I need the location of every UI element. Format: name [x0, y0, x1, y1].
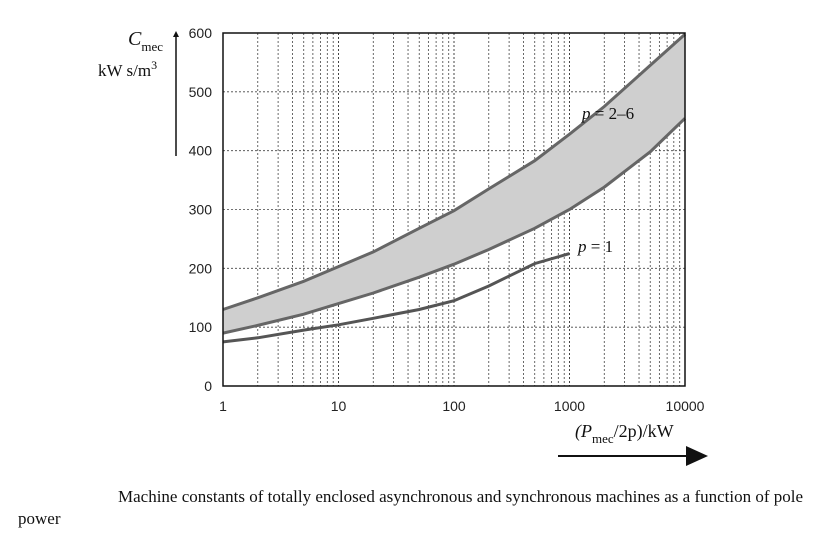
y-tick-labels: 0 100 200 300 400 500 600: [189, 25, 213, 394]
y-axis-label-symbol: Cmec: [128, 28, 163, 54]
band-upper-line: [222, 33, 687, 311]
y-tick-label: 500: [189, 84, 213, 100]
y-tick-label: 200: [189, 260, 213, 276]
figure-caption: Machine constants of totally enclosed as…: [18, 487, 804, 528]
gridlines: [223, 33, 685, 386]
y-axis-label-unit: kW s/m3: [98, 58, 157, 80]
y-tick-label: 100: [189, 319, 213, 335]
band-area-p2-6: [223, 34, 685, 334]
x-tick-label: 1000: [554, 398, 585, 414]
x-axis-arrow-head: [686, 446, 708, 466]
series-line-p1: [222, 252, 570, 344]
y-tick-label: 300: [189, 202, 213, 218]
y-tick-label: 400: [189, 143, 213, 159]
plot-frame: [222, 32, 686, 387]
y-tick-label: 600: [189, 25, 213, 41]
x-tick-label: 1: [219, 398, 227, 414]
band-label: p = 2–6: [581, 104, 634, 123]
x-tick-labels: 1 10 100 1000 10000: [219, 398, 705, 414]
series-label-p1: p = 1: [577, 237, 613, 256]
x-tick-label: 10: [331, 398, 347, 414]
band-lower-line: [222, 117, 687, 335]
x-axis-label: (Pmec/2p)/kW: [575, 421, 674, 446]
y-tick-label: 0: [204, 378, 212, 394]
x-tick-label: 100: [442, 398, 466, 414]
x-tick-label: 10000: [666, 398, 705, 414]
